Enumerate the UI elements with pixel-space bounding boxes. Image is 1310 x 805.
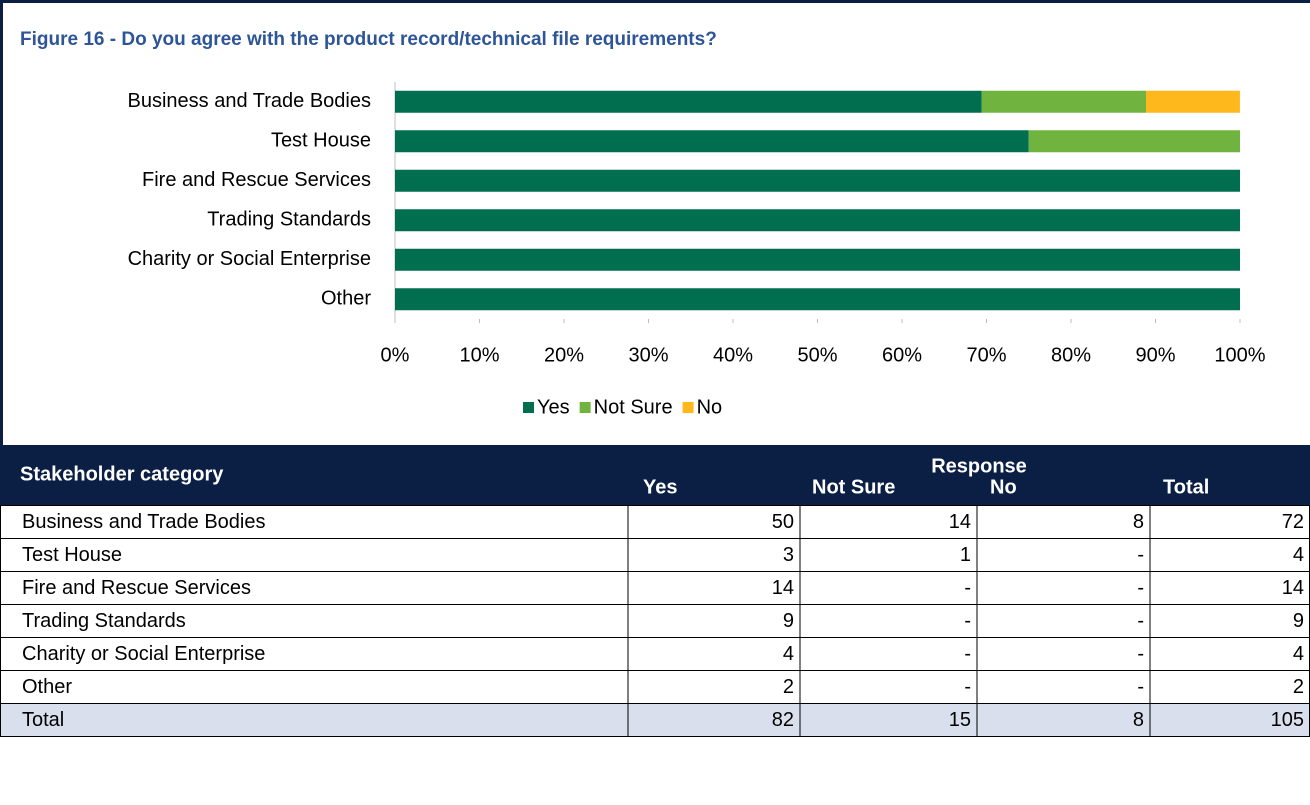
y-tick-label: Business and Trade Bodies [128,90,372,112]
table-cell: 15 [949,709,971,731]
table-row [0,670,1310,704]
table-row [0,571,1310,605]
x-tick-label: 60% [882,344,922,366]
x-tick-label: 90% [1135,344,1175,366]
table-cell: Other [22,676,72,698]
table-cell: 2 [1293,676,1304,698]
table-cell: 50 [772,511,794,533]
table-row [0,538,1310,572]
table-cell: 4 [1293,643,1304,665]
y-tick-label: Trading Standards [207,209,371,231]
legend-swatch [682,402,694,413]
y-tick-label: Fire and Rescue Services [142,169,371,191]
table-row [0,505,1310,539]
legend-label: No [697,396,723,418]
y-tick-label: Test House [271,130,371,152]
table-row [0,703,1310,737]
table-cell: Total [22,709,64,731]
x-tick-label: 0% [381,344,410,366]
table-cell: 2 [783,676,794,698]
x-tick-label: 50% [797,344,837,366]
legend-label: Not Sure [594,396,673,418]
table-cell: Fire and Rescue Services [22,577,251,599]
bar-segment [395,90,982,113]
x-tick-label: 30% [628,344,668,366]
frame-top [0,0,1310,3]
table-cell: 4 [783,643,794,665]
table-cell: 14 [949,511,971,533]
table-cell: 4 [1293,544,1304,566]
table-cell: 82 [772,709,794,731]
y-tick-label: Charity or Social Enterprise [128,248,371,270]
table-cell: - [1137,676,1144,698]
table-group-header: Response [931,455,1027,477]
table-cell: - [964,643,971,665]
legend-label: Yes [537,396,570,418]
x-tick-label: 70% [966,344,1006,366]
table-cell: 9 [783,610,794,632]
x-tick-label: 20% [544,344,584,366]
table-cell: - [964,577,971,599]
table-cell: - [1137,643,1144,665]
table-column-header: Total [1163,476,1209,498]
table-column-header: Not Sure [812,476,895,498]
table-row [0,637,1310,671]
x-tick-label: 40% [713,344,753,366]
table-header: Stakeholder category [20,463,224,485]
chart-title: Figure 16 - Do you agree with the produc… [20,29,717,50]
y-tick-label: Other [321,288,371,310]
table-column-header: No [990,476,1017,498]
bar-segment [395,248,1240,271]
bar-segment [1146,90,1240,113]
table-cell: 105 [1271,709,1304,731]
table-cell: 3 [783,544,794,566]
table-cell: - [1137,610,1144,632]
table-cell: 1 [960,544,971,566]
x-tick-label: 100% [1214,344,1265,366]
legend-swatch [523,402,534,413]
bar-segment [395,209,1240,232]
table-cell: - [964,676,971,698]
legend-swatch [579,402,591,413]
bar-segment [1028,130,1240,153]
table-cell: Test House [22,544,122,566]
table-cell: 14 [772,577,794,599]
table-cell: Charity or Social Enterprise [22,643,265,665]
table-column-header: Yes [643,476,677,498]
bar-segment [981,90,1147,113]
table-cell: 72 [1282,511,1304,533]
x-tick-label: 10% [459,344,499,366]
table-cell: Business and Trade Bodies [22,511,266,533]
table-cell: 8 [1133,709,1144,731]
table-cell: - [1137,577,1144,599]
table-header-bg [0,445,1310,505]
table-row [0,604,1310,638]
table-cell: 8 [1133,511,1144,533]
bar-segment [395,288,1240,311]
bar-segment [395,169,1240,192]
table-cell: 9 [1293,610,1304,632]
table-cell: Trading Standards [22,610,186,632]
table-cell: - [1137,544,1144,566]
frame-left [0,0,3,445]
bar-segment [395,130,1029,153]
x-tick-label: 80% [1051,344,1091,366]
table-cell: 14 [1282,577,1304,599]
table-cell: - [964,610,971,632]
